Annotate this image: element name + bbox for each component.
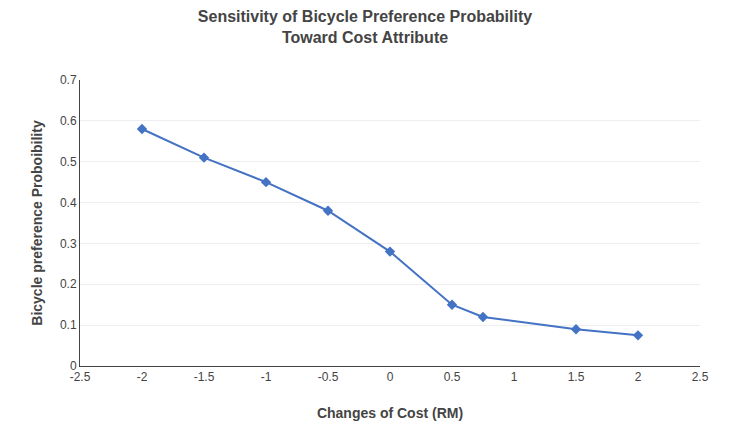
svg-text:-0.5: -0.5 <box>318 370 339 384</box>
svg-text:-1.5: -1.5 <box>194 370 215 384</box>
svg-text:-2.5: -2.5 <box>70 370 91 384</box>
svg-text:0.4: 0.4 <box>60 196 77 210</box>
svg-text:1: 1 <box>511 370 518 384</box>
svg-text:0.3: 0.3 <box>60 237 77 251</box>
svg-text:2.5: 2.5 <box>692 370 709 384</box>
svg-text:0.7: 0.7 <box>60 73 77 87</box>
svg-text:0: 0 <box>70 359 77 373</box>
svg-text:1.5: 1.5 <box>568 370 585 384</box>
svg-text:-2: -2 <box>137 370 148 384</box>
svg-text:Sensitivity of Bicycle Prefere: Sensitivity of Bicycle Preference Probab… <box>198 8 532 46</box>
svg-text:0: 0 <box>387 370 394 384</box>
svg-text:0.5: 0.5 <box>444 370 461 384</box>
svg-text:0.5: 0.5 <box>60 155 77 169</box>
svg-text:0.1: 0.1 <box>60 318 77 332</box>
svg-text:0.6: 0.6 <box>60 114 77 128</box>
svg-text:Changes of Cost (RM): Changes of Cost (RM) <box>317 405 463 421</box>
svg-text:-1: -1 <box>261 370 272 384</box>
svg-text:2: 2 <box>635 370 642 384</box>
svg-text:Bicycle preference Proboibilit: Bicycle preference Proboibility <box>29 120 45 326</box>
svg-text:0.2: 0.2 <box>60 277 77 291</box>
